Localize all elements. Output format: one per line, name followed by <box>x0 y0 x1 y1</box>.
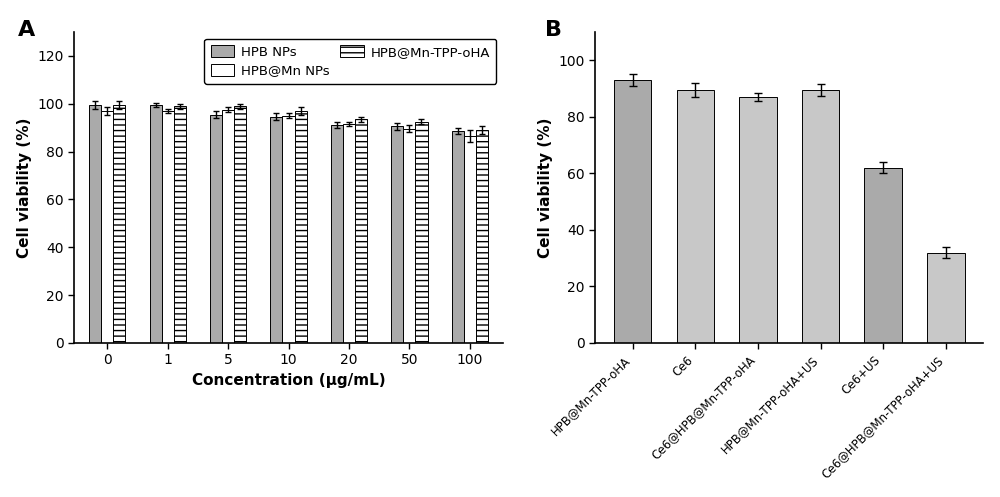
Bar <box>89 105 101 343</box>
Bar <box>343 124 355 343</box>
Bar <box>677 90 714 343</box>
Bar <box>210 114 222 343</box>
Bar <box>295 111 307 343</box>
Bar <box>355 119 367 343</box>
Bar <box>162 111 174 343</box>
Bar <box>234 106 246 343</box>
Bar <box>452 131 464 343</box>
Y-axis label: Cell viability (%): Cell viability (%) <box>538 117 553 257</box>
Bar <box>403 129 415 343</box>
Bar <box>222 110 234 343</box>
Text: A: A <box>18 19 35 40</box>
Text: B: B <box>545 19 562 40</box>
Bar <box>802 90 839 343</box>
Bar <box>270 117 282 343</box>
Bar <box>927 252 965 343</box>
Bar <box>113 105 125 343</box>
Bar <box>101 111 113 343</box>
Bar <box>331 125 343 343</box>
Legend: HPB NPs, HPB@Mn NPs, HPB@Mn-TPP-oHA: HPB NPs, HPB@Mn NPs, HPB@Mn-TPP-oHA <box>204 39 496 84</box>
Bar <box>476 130 488 343</box>
Bar <box>174 106 186 343</box>
Bar <box>614 80 651 343</box>
Bar <box>464 136 476 343</box>
Bar <box>864 167 902 343</box>
Y-axis label: Cell viability (%): Cell viability (%) <box>17 117 32 257</box>
Bar <box>391 126 403 343</box>
Bar <box>150 105 162 343</box>
Bar <box>282 116 295 343</box>
Bar <box>739 97 777 343</box>
X-axis label: Concentration (μg/mL): Concentration (μg/mL) <box>192 373 385 388</box>
Bar <box>415 122 428 343</box>
